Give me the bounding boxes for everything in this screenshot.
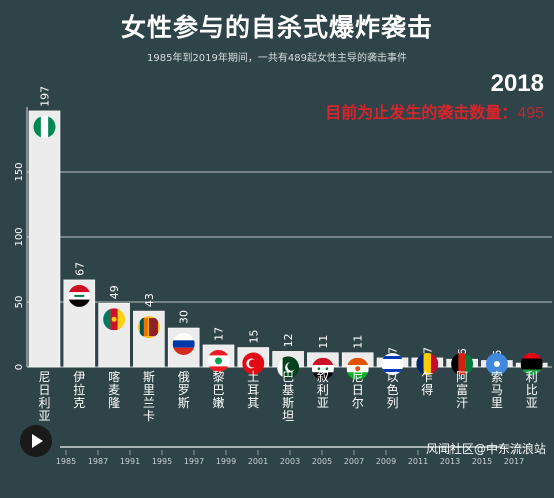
category-label: 土耳其 xyxy=(247,370,259,410)
bar-value-label: 15 xyxy=(247,330,260,344)
bar-value-label: 49 xyxy=(108,285,121,299)
somalia-flag-icon xyxy=(485,353,508,375)
bar-value-label: 17 xyxy=(213,327,226,341)
timeline-year-label: 2007 xyxy=(344,457,364,466)
bar-value-label: 30 xyxy=(178,310,191,324)
bar-value-label: 7 xyxy=(387,347,400,354)
category-label: 阿富汗 xyxy=(456,370,468,410)
attack-counter-label: 目前为止发生的袭击数量： xyxy=(325,103,518,122)
timeline-year-label: 1985 xyxy=(56,457,76,466)
bar-value-label: 43 xyxy=(143,293,156,307)
libya-flag-icon xyxy=(520,353,543,375)
chart-title: 女性参与的自杀式爆炸袭击 xyxy=(120,13,433,42)
y-tick-label: 150 xyxy=(14,162,25,181)
russia-flag-icon xyxy=(172,333,195,355)
category-label: 喀麦隆 xyxy=(108,370,120,410)
attack-counter-value: 495 xyxy=(517,105,544,122)
timeline-year-label: 2015 xyxy=(472,457,492,466)
timeline-year-label: 1997 xyxy=(184,457,204,466)
timeline-year-label: 2001 xyxy=(248,457,268,466)
timeline-year-label: 2005 xyxy=(312,457,332,466)
category-label: 尼日尔 xyxy=(352,370,364,410)
play-button[interactable] xyxy=(20,425,52,457)
bar-value-label: 67 xyxy=(73,262,86,276)
category-label: 乍得 xyxy=(421,369,433,397)
bar-value-label: 6 xyxy=(456,348,469,355)
chad-flag-icon xyxy=(416,353,439,375)
timeline-year-label: 1995 xyxy=(152,457,172,466)
category-label: 以色列 xyxy=(386,370,398,410)
y-tick-label: 0 xyxy=(14,364,25,370)
current-year-label: 2018 xyxy=(490,70,544,97)
lebanon-flag-icon xyxy=(207,349,230,372)
bar-value-label: 12 xyxy=(282,333,295,347)
bar-value-label: 197 xyxy=(39,86,52,107)
category-label: 俄罗斯 xyxy=(178,370,190,410)
chart-subtitle: 1985年到2019年期间，一共有489起女性主导的袭击事件 xyxy=(147,53,407,64)
category-label: 黎巴嫩 xyxy=(212,370,224,410)
pakistan-flag-icon xyxy=(277,356,300,379)
category-label: 利比亚 xyxy=(526,370,538,410)
bar-value-label: 11 xyxy=(352,335,365,349)
sri-lanka-flag-icon xyxy=(137,316,160,339)
bar-value-label: 5 xyxy=(491,350,504,357)
nigeria-flag-icon xyxy=(33,115,56,138)
israel-flag-icon xyxy=(381,353,404,375)
niger-flag-icon xyxy=(346,357,369,380)
iraq-flag-icon xyxy=(68,284,91,307)
y-tick-label: 100 xyxy=(14,227,25,246)
watermark: 风闻社区@中东流浪站 xyxy=(425,442,546,456)
play-icon xyxy=(32,434,43,448)
cameroon-flag-icon xyxy=(103,308,126,331)
timeline-year-label: 1999 xyxy=(216,457,236,466)
timeline-year-label: 2009 xyxy=(376,457,396,466)
timeline-year-label: 1991 xyxy=(120,457,140,466)
category-label: 巴基斯坦 xyxy=(282,370,294,423)
category-label: 索马里 xyxy=(491,370,503,410)
y-tick-label: 50 xyxy=(14,296,25,309)
timeline-year-label: 2013 xyxy=(440,457,460,466)
category-label: 叙利亚 xyxy=(317,370,329,410)
timeline-year-label: 2017 xyxy=(504,457,524,466)
timeline-year-label: 2003 xyxy=(280,457,300,466)
attack-counter: 目前为止发生的袭击数量：495 xyxy=(325,99,544,123)
bar-value-label: 7 xyxy=(421,347,434,354)
syria-flag-icon xyxy=(311,357,334,380)
afghanistan-flag-icon xyxy=(451,353,474,375)
category-label: 尼日利亚 xyxy=(38,370,50,423)
category-label: 伊拉克 xyxy=(73,370,85,410)
turkey-flag-icon xyxy=(242,352,265,375)
bar-value-label: 11 xyxy=(317,335,330,349)
category-label: 斯里兰卡 xyxy=(143,370,155,423)
timeline-year-label: 1987 xyxy=(88,457,108,466)
timeline-year-label: 2011 xyxy=(408,457,428,466)
bar xyxy=(28,110,61,368)
